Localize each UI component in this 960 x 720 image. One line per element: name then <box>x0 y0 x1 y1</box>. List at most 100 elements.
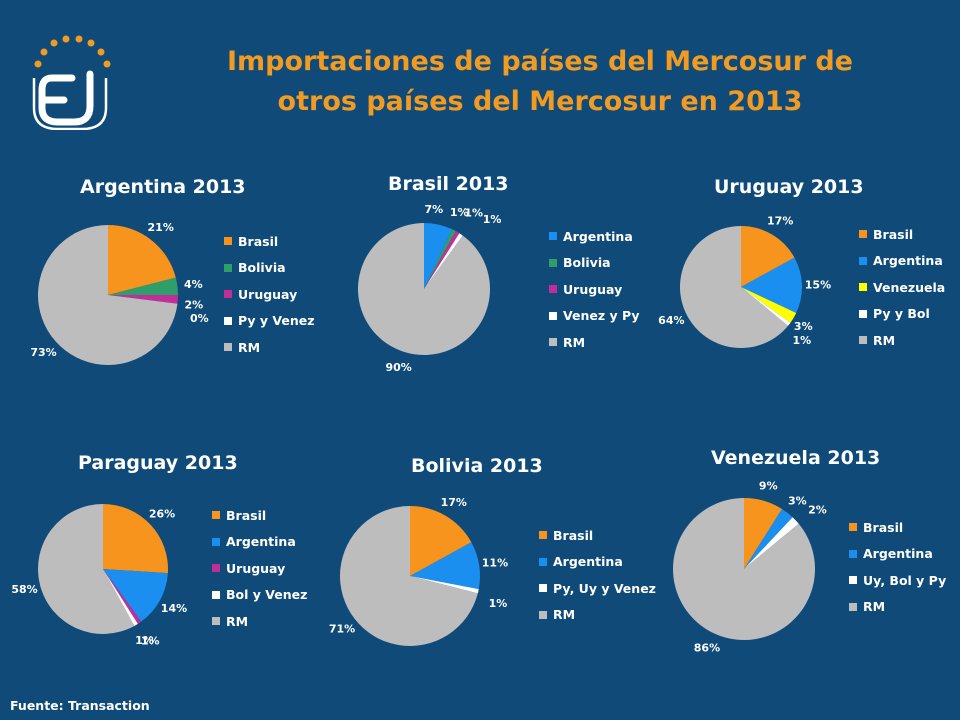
data-label-uruguay-brasil: 17% <box>767 215 793 228</box>
pie-slice-uruguay-argentina <box>741 257 802 313</box>
pie-slice-bolivia-py-uy-y-venez <box>410 576 479 594</box>
pie-slice-paraguay-rm <box>38 504 135 634</box>
data-label-venezuela-rm: 86% <box>694 642 720 655</box>
legend-label: RM <box>863 599 886 615</box>
legend-label: Brasil <box>553 527 594 543</box>
source-note: Fuente: Transaction <box>10 698 150 713</box>
legend-swatch <box>859 309 867 318</box>
legend-label: Brasil <box>863 519 904 535</box>
data-label-paraguay-rm: 58% <box>11 583 37 596</box>
chart-title-argentina: Argentina 2013 <box>80 176 246 198</box>
chart-title-venezuela: Venezuela 2013 <box>711 447 881 469</box>
legend-item-argentina-rm: RM <box>224 334 315 361</box>
legend-item-bolivia-rm: RM <box>539 602 656 629</box>
data-label-venezuela-brasil: 9% <box>759 479 778 492</box>
legend-swatch <box>549 232 557 241</box>
legend-swatch <box>859 230 867 239</box>
legend-swatch <box>212 537 220 546</box>
data-label-uruguay-py-y-bol: 1% <box>792 334 811 347</box>
legend-item-brasil-bolivia: Bolivia <box>549 250 640 277</box>
pie-slice-paraguay-argentina <box>103 569 168 622</box>
pie-slice-brasil-bolivia <box>424 229 456 289</box>
pie-slice-uruguay-py-y-bol <box>741 287 791 326</box>
legend-item-argentina-uruguay: Uruguay <box>224 281 315 308</box>
legend-item-uruguay-brasil: Brasil <box>859 221 945 248</box>
data-label-bolivia-brasil: 17% <box>441 496 467 509</box>
data-label-brasil-argentina: 7% <box>425 203 444 216</box>
data-label-brasil-bolivia: 1% <box>450 206 469 219</box>
slide-title: Importaciones de países del Mercosur de … <box>200 42 880 122</box>
legend-item-argentina-brasil: Brasil <box>224 228 315 255</box>
legend-brasil: Argentina Bolivia Uruguay Venez y Py RM <box>549 223 640 356</box>
data-label-venezuela-uy-bol-y-py: 2% <box>808 503 827 516</box>
legend-swatch <box>859 336 867 345</box>
legend-item-venezuela-rm: RM <box>849 594 946 621</box>
chart-title-bolivia: Bolivia 2013 <box>411 455 543 477</box>
legend-item-brasil-argentina: Argentina <box>549 223 640 250</box>
legend-swatch <box>212 564 220 573</box>
data-label-bolivia-argentina: 11% <box>482 557 508 570</box>
legend-label: Bolivia <box>238 260 286 276</box>
data-label-bolivia-py-uy-y-venez: 1% <box>489 597 508 610</box>
legend-swatch <box>224 263 232 272</box>
pie-slice-argentina-rm <box>38 225 178 365</box>
pie-chart-brasil: 7% 1%1%1%90% <box>358 203 501 374</box>
legend-venezuela: Brasil Argentina Uy, Bol y Py RM <box>849 514 946 620</box>
legend-swatch <box>549 285 557 294</box>
legend-swatch <box>849 576 857 585</box>
legend-swatch <box>549 338 557 347</box>
legend-item-paraguay-argentina: Argentina <box>212 529 307 556</box>
legend-swatch <box>539 557 547 566</box>
legend-swatch <box>224 343 232 352</box>
pie-chart-uruguay: 17% 15% 3%1% 64% <box>658 215 831 348</box>
pie-slice-venezuela-brasil <box>744 498 783 569</box>
legend-swatch <box>549 311 557 320</box>
legend-label: RM <box>563 334 586 350</box>
slide-title-line-2: otros países del Mercosur en 2013 <box>277 86 803 117</box>
legend-label: RM <box>553 607 576 623</box>
logo-dots <box>34 35 111 68</box>
pie-slice-brasil-argentina <box>424 223 453 289</box>
logo-outline <box>32 78 108 130</box>
pie-slice-paraguay-bol-y-venez <box>103 569 138 626</box>
pie-chart-bolivia: 17% 11% 1% 71% <box>329 496 508 646</box>
data-label-argentina-rm: 73% <box>30 346 56 359</box>
legend-paraguay: Brasil Argentina Uruguay Bol y Venez RM <box>212 502 307 635</box>
data-label-brasil-rm: 90% <box>385 361 411 374</box>
pie-slice-uruguay-rm <box>680 226 789 348</box>
legend-swatch <box>849 549 857 558</box>
legend-item-uruguay-py-y-bol: Py y Bol <box>859 301 945 328</box>
pie-slice-brasil-venez-y-py <box>424 233 463 289</box>
legend-swatch <box>539 610 547 619</box>
legend-swatch <box>539 584 547 593</box>
legend-item-argentina-bolivia: Bolivia <box>224 255 315 282</box>
legend-swatch <box>859 283 867 292</box>
legend-swatch <box>212 511 220 520</box>
legend-item-bolivia-py-uy-y-venez: Py, Uy y Venez <box>539 575 656 602</box>
legend-label: Brasil <box>226 507 267 523</box>
pie-slice-brasil-uruguay <box>424 231 460 289</box>
data-label-argentina-py-y-venez: 0% <box>190 312 209 325</box>
legend-swatch <box>549 258 557 267</box>
legend-item-paraguay-brasil: Brasil <box>212 502 307 529</box>
data-label-uruguay-argentina: 15% <box>805 279 831 292</box>
pie-slice-venezuela-rm <box>673 498 815 640</box>
legend-swatch <box>849 523 857 532</box>
data-label-brasil-uruguay: 1% <box>464 206 483 219</box>
legend-label: Uy, Bol y Py <box>863 572 947 588</box>
legend-label: Argentina <box>873 253 943 269</box>
legend-label: Argentina <box>553 554 623 570</box>
legend-label: Venez y Py <box>563 308 640 324</box>
legend-label: Py, Uy y Venez <box>553 580 656 596</box>
legend-label: Uruguay <box>226 560 286 576</box>
pie-chart-argentina: 21% 4% 2%0% 73% <box>30 221 209 365</box>
data-label-argentina-bolivia: 4% <box>184 278 203 291</box>
legend-label: RM <box>873 332 896 348</box>
legend-swatch <box>224 237 232 246</box>
pie-slice-argentina-uruguay <box>108 295 178 304</box>
legend-item-brasil-uruguay: Uruguay <box>549 276 640 303</box>
legend-label: Uruguay <box>563 281 623 297</box>
legend-item-venezuela-brasil: Brasil <box>849 514 946 541</box>
pie-slice-bolivia-argentina <box>410 542 480 590</box>
legend-label: Argentina <box>863 546 933 562</box>
